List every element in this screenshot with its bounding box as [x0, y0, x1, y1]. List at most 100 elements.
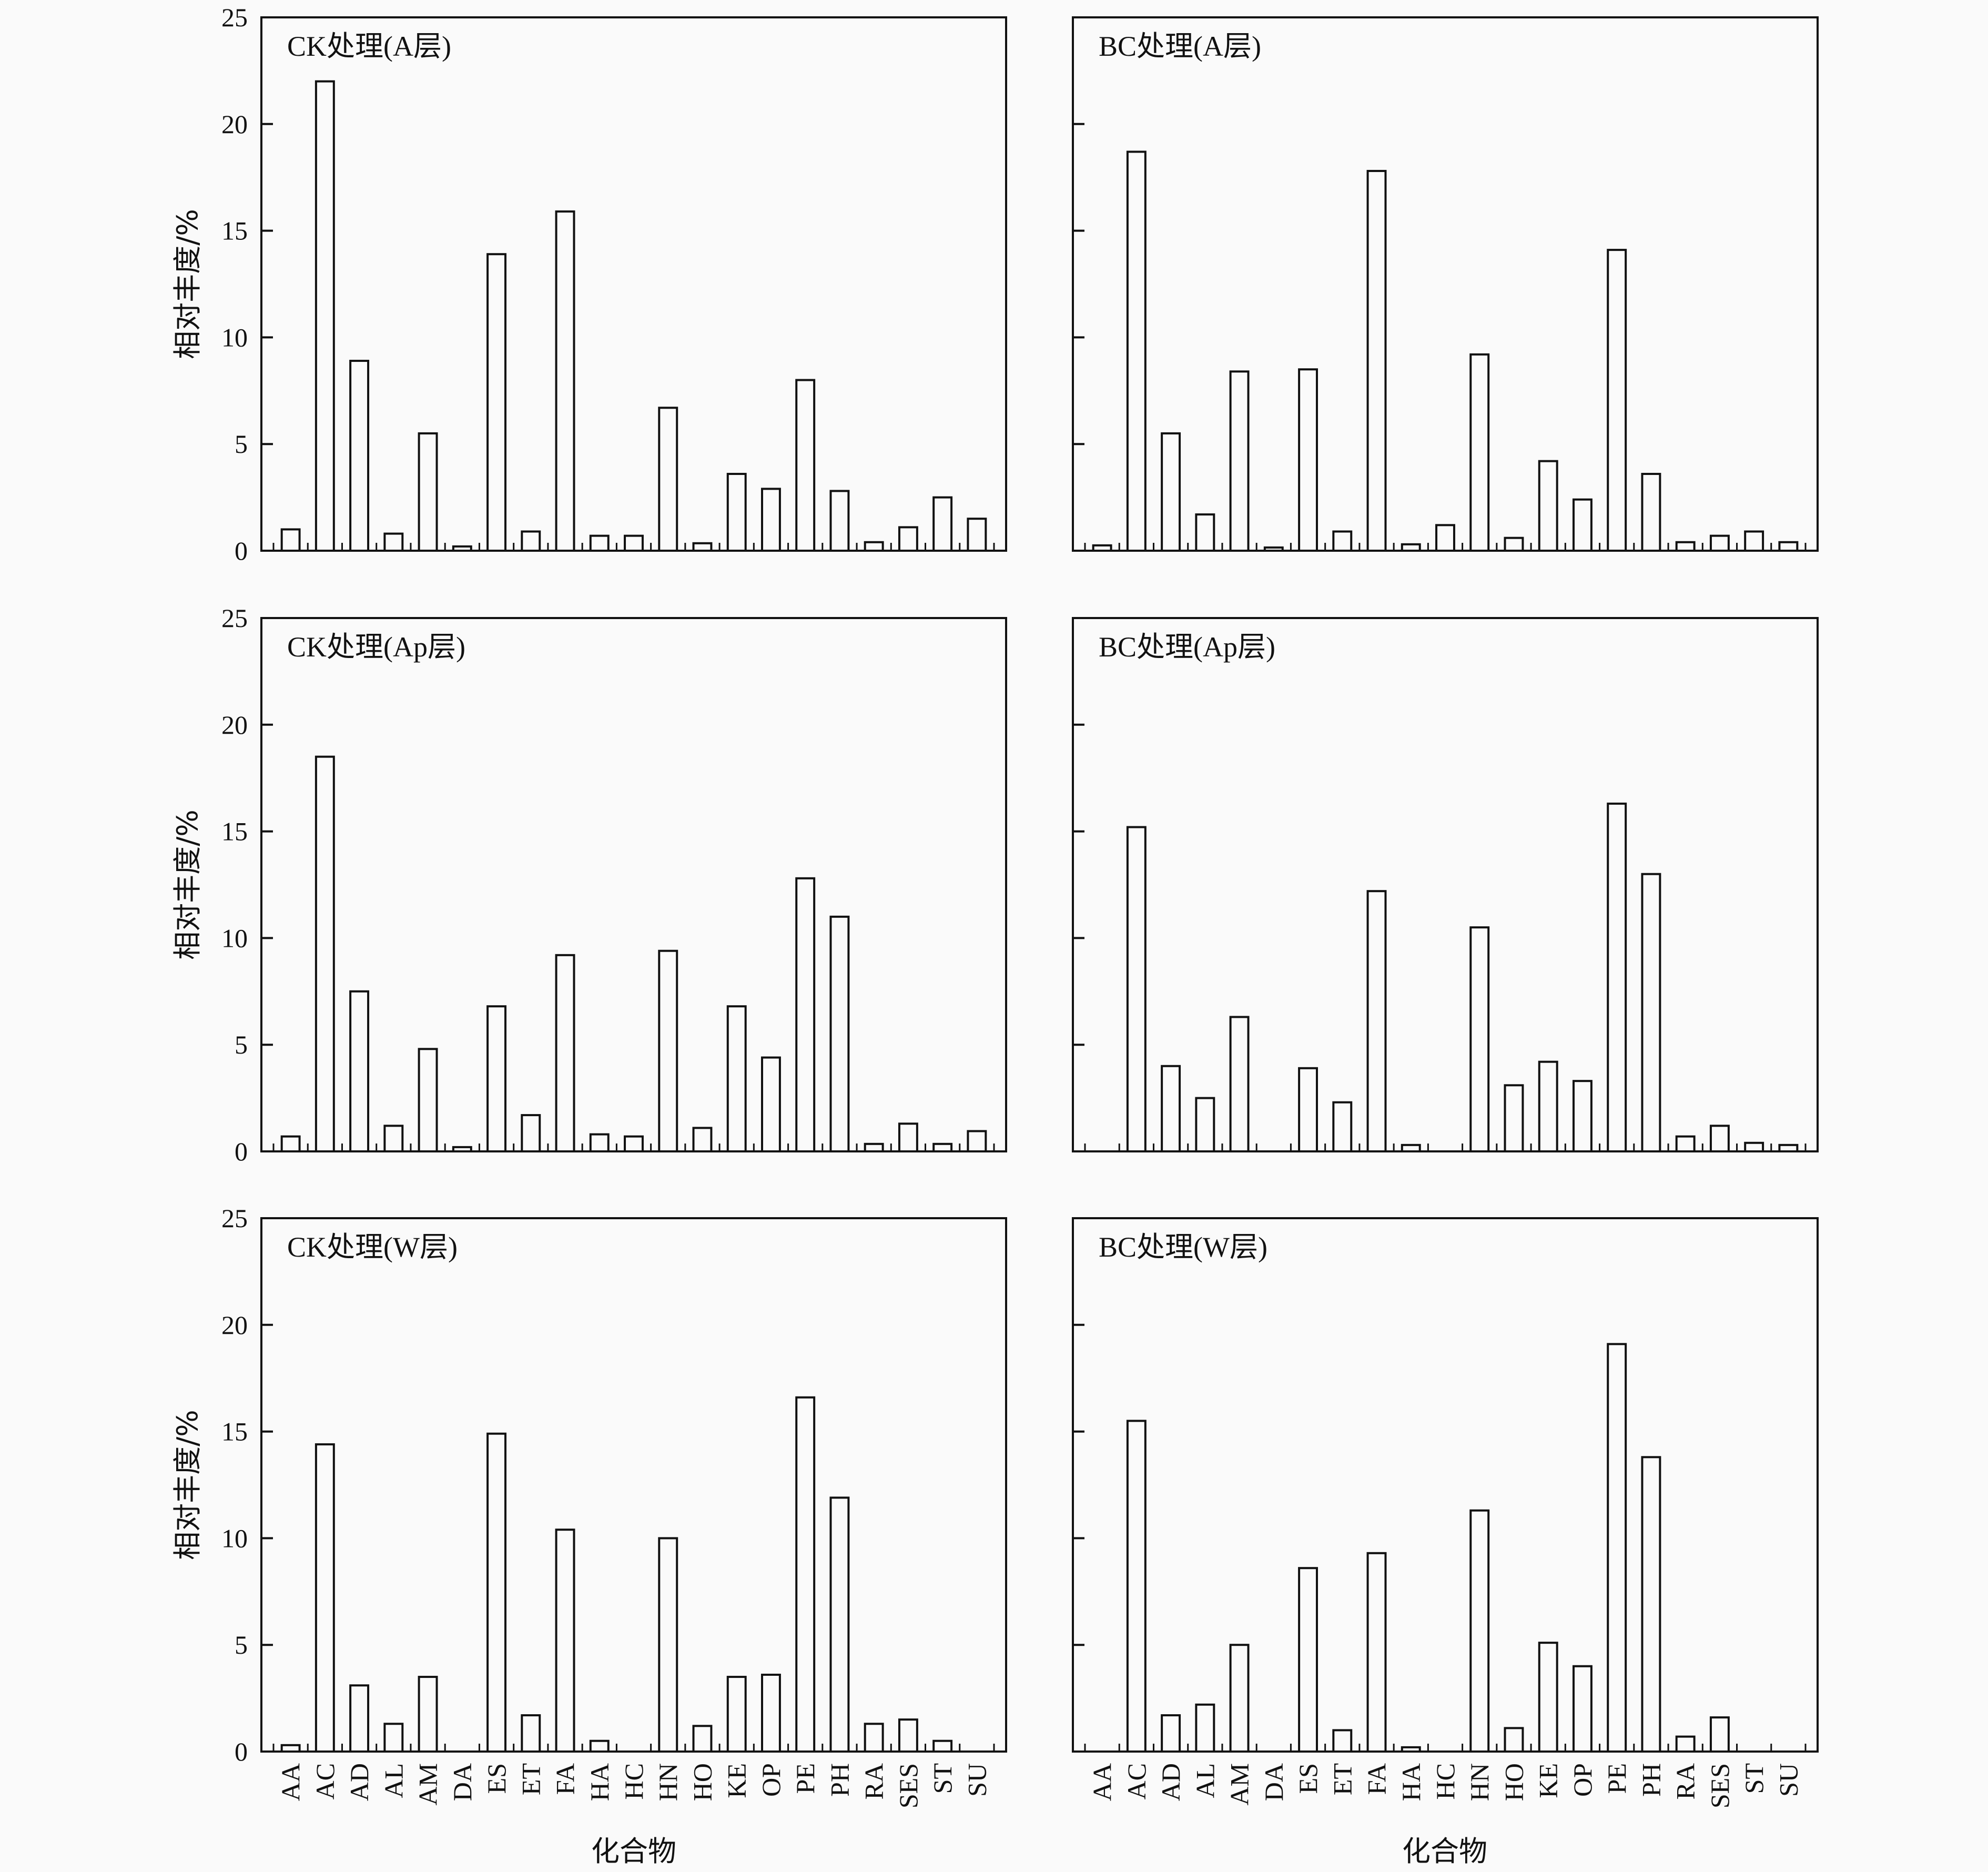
bar-DA [452, 545, 472, 552]
bar-HN [1469, 926, 1490, 1152]
bar-OP [1572, 1080, 1593, 1153]
panel-title: CK处理(A层) [287, 31, 451, 62]
bar-SES [898, 1122, 918, 1152]
bar-HN [658, 949, 678, 1152]
x-tick-label: AL [1190, 1763, 1220, 1798]
bar-RA [864, 541, 884, 552]
bar-KE [726, 1676, 747, 1753]
bar-ET [521, 530, 541, 552]
x-tick-label: HN [1465, 1763, 1494, 1801]
y-tick-label: 25 [221, 1203, 248, 1233]
bar-RA [1675, 1135, 1696, 1152]
bar-AC [1126, 150, 1147, 552]
bar-AL [1195, 513, 1215, 552]
x-tick-label: HO [1499, 1763, 1528, 1801]
bar-HN [1469, 353, 1490, 552]
bar-AC [315, 80, 335, 552]
bar-FA [1366, 1552, 1387, 1753]
y-tick-label: 20 [221, 710, 248, 740]
bar-HA [589, 1739, 610, 1753]
bar-ST [932, 496, 953, 552]
bar-KE [1538, 460, 1558, 552]
bar-ET [1332, 1101, 1353, 1152]
x-tick-label: ES [482, 1763, 511, 1794]
bar-FA [1366, 170, 1387, 552]
bar-ST [932, 1142, 953, 1152]
bar-AL [383, 1125, 404, 1152]
bar-PE [1607, 249, 1627, 552]
panel-title: CK处理(W层) [287, 1231, 458, 1263]
bar-SU [1778, 1144, 1799, 1153]
bar-HO [1504, 1084, 1524, 1152]
bar-OP [760, 1673, 781, 1753]
x-tick-label: AD [1156, 1763, 1185, 1801]
bar-AD [1161, 432, 1181, 552]
bar-HA [1401, 1746, 1421, 1753]
y-axis-label: 相对丰度/% [171, 809, 204, 960]
x-tick-label: SU [1773, 1763, 1803, 1797]
panel-title: BC处理(Ap层) [1099, 631, 1275, 663]
x-tick-label: AC [1122, 1763, 1151, 1799]
bar-PE [1607, 1343, 1627, 1753]
bar-FA [1366, 890, 1387, 1152]
bar-AL [1195, 1703, 1215, 1753]
x-tick-label: RA [1671, 1763, 1700, 1799]
x-tick-label: AM [413, 1763, 443, 1806]
bar-OP [1572, 1665, 1593, 1753]
bar-ES [1298, 1567, 1318, 1753]
bar-PH [1641, 472, 1661, 552]
y-tick-label: 15 [221, 817, 248, 846]
x-axis-label: 化合物 [591, 1835, 676, 1868]
x-tick-label: RA [859, 1763, 889, 1799]
x-tick-label: FA [551, 1763, 580, 1795]
bar-AD [1161, 1714, 1181, 1753]
bar-PE [795, 1396, 816, 1753]
bar-FA [555, 210, 575, 552]
y-tick-label: 25 [221, 603, 248, 633]
y-tick-label: 20 [221, 1310, 248, 1340]
x-tick-label: HC [619, 1763, 648, 1799]
bar-AM [418, 432, 438, 552]
bar-SU [967, 1130, 987, 1153]
x-tick-label: SES [894, 1763, 923, 1808]
bar-FA [555, 1529, 575, 1753]
bar-RA [864, 1723, 884, 1753]
x-tick-label: DA [448, 1763, 477, 1801]
bar-RA [864, 1142, 884, 1152]
x-tick-label: HA [1396, 1763, 1426, 1801]
x-tick-label: ST [1739, 1763, 1769, 1794]
x-tick-label: HC [1431, 1763, 1460, 1799]
panel-title: BC处理(A层) [1099, 31, 1261, 62]
bar-AM [418, 1048, 438, 1153]
bar-ET [521, 1114, 541, 1153]
bar-RA [1675, 1735, 1696, 1753]
bar-RA [1675, 541, 1696, 552]
x-tick-label: ST [928, 1763, 957, 1794]
x-tick-label: ET [1327, 1763, 1357, 1795]
bar-SES [898, 526, 918, 552]
bar-HO [1504, 537, 1524, 552]
x-tick-label: OP [1568, 1763, 1597, 1797]
x-tick-label: HN [653, 1763, 683, 1801]
panel-title: CK处理(Ap层) [287, 631, 465, 663]
bar-HA [1401, 543, 1421, 552]
bar-AM [1229, 1644, 1250, 1753]
bar-SES [898, 1718, 918, 1753]
y-tick-label: 5 [235, 429, 248, 459]
x-tick-label: AD [344, 1763, 374, 1801]
bar-AA [280, 1744, 301, 1753]
bar-AD [349, 1684, 370, 1753]
y-tick-label: 10 [221, 923, 248, 953]
y-tick-label: 0 [235, 536, 248, 565]
bar-AC [315, 755, 335, 1152]
bar-HN [658, 1537, 678, 1753]
x-tick-label: PE [790, 1763, 820, 1794]
bar-AL [1195, 1097, 1215, 1153]
bar-DA [452, 1146, 472, 1152]
x-tick-label: AA [276, 1763, 306, 1801]
bar-AA [280, 1135, 301, 1152]
bar-ET [1332, 1729, 1353, 1753]
bar-HA [1401, 1144, 1421, 1153]
bar-HO [692, 1725, 713, 1753]
bar-AL [383, 532, 404, 552]
